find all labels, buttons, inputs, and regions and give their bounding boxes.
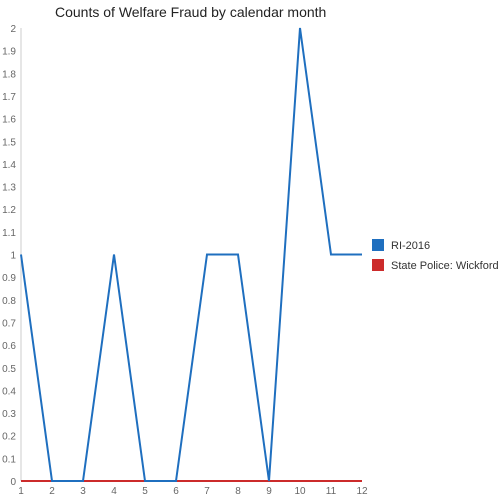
chart-title: Counts of Welfare Fraud by calendar mont… [55, 4, 326, 20]
legend-swatch [372, 259, 384, 271]
y-tick-label: 0.7 [2, 318, 16, 329]
x-tick-label: 4 [111, 486, 117, 497]
x-tick-label: 9 [266, 486, 272, 497]
x-tick-label: 3 [80, 486, 86, 497]
y-tick-label: 1.5 [2, 137, 16, 148]
y-tick-labels: 0 0.1 0.2 0.3 0.4 0.5 0.6 0.7 0.8 0.9 1 1.1 1.2 1.3 1.… [2, 24, 16, 488]
y-tick-label: 2 [10, 24, 16, 35]
legend-swatch [372, 239, 384, 251]
legend: RI-2016 State Police: Wickford [372, 239, 499, 272]
y-tick-label: 1.4 [2, 160, 16, 171]
legend-label: State Police: Wickford [391, 260, 499, 272]
y-tick-label: 1.7 [2, 92, 16, 103]
x-tick-label: 8 [235, 486, 241, 497]
y-tick-label: 0.3 [2, 409, 16, 420]
y-tick-label: 0.1 [2, 454, 16, 465]
y-tick-label: 1 [10, 251, 16, 262]
y-tick-label: 0.9 [2, 273, 16, 284]
y-tick-label: 0.6 [2, 341, 16, 352]
series-lines [21, 28, 362, 481]
y-tick-label: 1.9 [2, 47, 16, 58]
y-tick-label: 0.5 [2, 364, 16, 375]
y-tick-label: 0.8 [2, 296, 16, 307]
x-tick-label: 11 [326, 486, 337, 497]
x-tick-label: 6 [173, 486, 179, 497]
x-tick-label: 12 [356, 486, 368, 497]
legend-label: RI-2016 [391, 240, 430, 252]
y-tick-label: 1.2 [2, 205, 16, 216]
x-tick-label: 5 [142, 486, 148, 497]
y-tick-label: 1.6 [2, 115, 16, 126]
x-tick-label: 10 [294, 486, 306, 497]
x-tick-label: 1 [18, 486, 24, 497]
series-line-0 [21, 28, 362, 481]
x-tick-labels: 1 2 3 4 5 6 7 8 9 10 11 12 [18, 486, 368, 497]
y-tick-label: 1.1 [2, 228, 16, 239]
y-tick-label: 0.4 [2, 386, 16, 397]
x-tick-label: 2 [49, 486, 55, 497]
y-tick-label: 0.2 [2, 432, 16, 443]
y-tick-label: 1.8 [2, 69, 16, 80]
y-tick-label: 1.3 [2, 183, 16, 194]
y-tick-label: 0 [10, 477, 16, 488]
x-tick-label: 7 [204, 486, 210, 497]
